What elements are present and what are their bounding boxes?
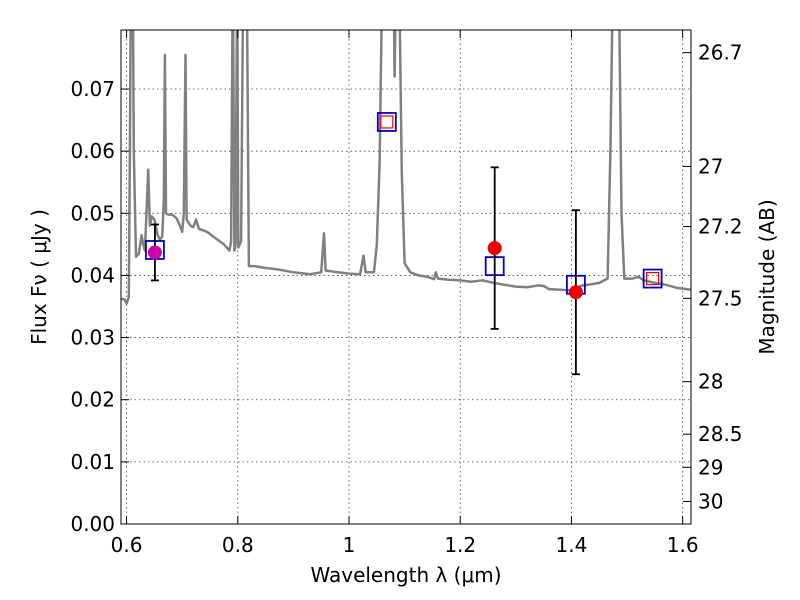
right-tick-label: 28 bbox=[698, 370, 723, 394]
plot-frame bbox=[120, 29, 692, 525]
observed-point bbox=[147, 245, 162, 260]
model-point bbox=[642, 268, 663, 289]
right-tick-label: 26.7 bbox=[698, 41, 743, 65]
axis-ticks: 0.6 0.8 1 1.2 1.4 1.6 0.00 0.01 0.02 0.03 0.04 0.05… bbox=[70, 30, 743, 557]
x-tick-label: 1.2 bbox=[444, 533, 476, 557]
x-tick-label: 0.8 bbox=[222, 533, 254, 557]
y-tick-label: 0.04 bbox=[70, 263, 115, 287]
x-tick-label: 0.6 bbox=[111, 533, 143, 557]
y-axis-title-text: Flux Fν ( μJy ) bbox=[27, 209, 51, 345]
y-axis-title: Flux Fν ( μJy ) bbox=[27, 209, 51, 345]
right-axis-title: Magnitude (AB) bbox=[755, 199, 779, 354]
spectrum-layer bbox=[121, 30, 691, 305]
right-tick-label: 27 bbox=[698, 154, 723, 178]
y-tick-label: 0.07 bbox=[70, 77, 115, 101]
right-tick-label: 27.5 bbox=[698, 286, 743, 310]
y-tick-label: 0.05 bbox=[70, 201, 115, 225]
x-tick-label: 1.6 bbox=[667, 533, 699, 557]
y-tick-label: 0.03 bbox=[70, 326, 115, 350]
x-axis-title: Wavelength λ (μm) bbox=[310, 563, 501, 587]
right-tick-label: 28.5 bbox=[698, 422, 743, 446]
y-tick-label: 0.00 bbox=[70, 512, 115, 536]
y-tick-label: 0.06 bbox=[70, 139, 115, 163]
x-tick-label: 1.4 bbox=[556, 533, 588, 557]
spectrum-line bbox=[121, 30, 691, 305]
right-tick-label: 29 bbox=[698, 455, 723, 479]
observed-point bbox=[487, 241, 502, 256]
right-tick-label: 27.2 bbox=[698, 215, 743, 239]
x-tick-label: 1 bbox=[343, 533, 356, 557]
photometry-layer bbox=[145, 112, 663, 376]
y-tick-label: 0.01 bbox=[70, 450, 115, 474]
y-tick-label: 0.02 bbox=[70, 388, 115, 412]
right-tick-label: 30 bbox=[698, 489, 723, 513]
upper-limit-point bbox=[380, 115, 394, 129]
observed-point bbox=[568, 285, 583, 300]
upper-limit-point bbox=[646, 271, 660, 286]
model-point bbox=[376, 112, 397, 132]
